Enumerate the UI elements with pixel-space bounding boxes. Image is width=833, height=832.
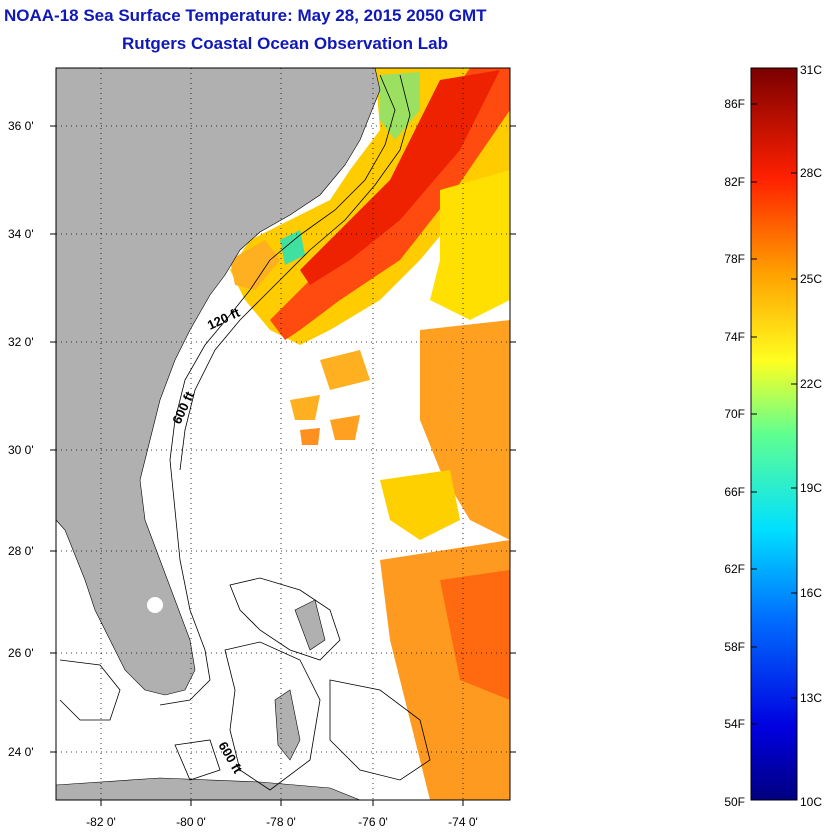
graticule bbox=[56, 68, 510, 800]
land-layer bbox=[56, 68, 381, 800]
colorbar-c-28: 28C bbox=[800, 166, 822, 180]
colorbar-f-66: 66F bbox=[724, 485, 745, 499]
colorbar-c-22: 22C bbox=[800, 377, 822, 391]
colorbar-f-54: 54F bbox=[724, 717, 745, 731]
map-title: NOAA-18 Sea Surface Temperature: May 28,… bbox=[4, 6, 487, 25]
bathymetry-contours bbox=[59, 74, 431, 791]
colorbar-c-25: 25C bbox=[800, 272, 822, 286]
colorbar-c-10: 10C bbox=[800, 795, 822, 809]
colorbar bbox=[750, 67, 798, 801]
sst-data-layer bbox=[230, 68, 510, 800]
colorbar-f-82: 82F bbox=[724, 175, 745, 189]
colorbar-f-86: 86F bbox=[724, 97, 745, 111]
lat-label-34: 34 0' bbox=[8, 227, 34, 241]
colorbar-f-78: 78F bbox=[724, 252, 745, 266]
map-subtitle: Rutgers Coastal Ocean Observation Lab bbox=[122, 34, 448, 53]
colorbar-f-62: 62F bbox=[724, 562, 745, 576]
colorbar-ticks bbox=[751, 103, 797, 725]
lat-label-26: 26 0' bbox=[8, 646, 34, 660]
lat-label-24: 24 0' bbox=[8, 745, 34, 759]
lon-label-82: -82 0' bbox=[86, 815, 116, 829]
colorbar-c-19: 19C bbox=[800, 481, 822, 495]
lat-label-28: 28 0' bbox=[8, 544, 34, 558]
colorbar-f-70: 70F bbox=[724, 407, 745, 421]
colorbar-f-58: 58F bbox=[724, 640, 745, 654]
colorbar-f-74: 74F bbox=[724, 330, 745, 344]
colorbar-f-50: 50F bbox=[724, 795, 745, 809]
lat-label-36: 36 0' bbox=[8, 119, 34, 133]
colorbar-c-13: 13C bbox=[800, 691, 822, 705]
lat-label-32: 32 0' bbox=[8, 335, 34, 349]
colorbar-c-16: 16C bbox=[800, 586, 822, 600]
lon-label-78: -78 0' bbox=[266, 815, 296, 829]
lon-label-76: -76 0' bbox=[358, 815, 388, 829]
map-frame bbox=[55, 67, 511, 801]
axis-ticks bbox=[50, 125, 516, 806]
lon-label-80: -80 0' bbox=[176, 815, 206, 829]
lat-label-30: 30 0' bbox=[8, 443, 34, 457]
lon-label-74: -74 0' bbox=[448, 815, 478, 829]
colorbar-c-31: 31C bbox=[800, 63, 822, 77]
